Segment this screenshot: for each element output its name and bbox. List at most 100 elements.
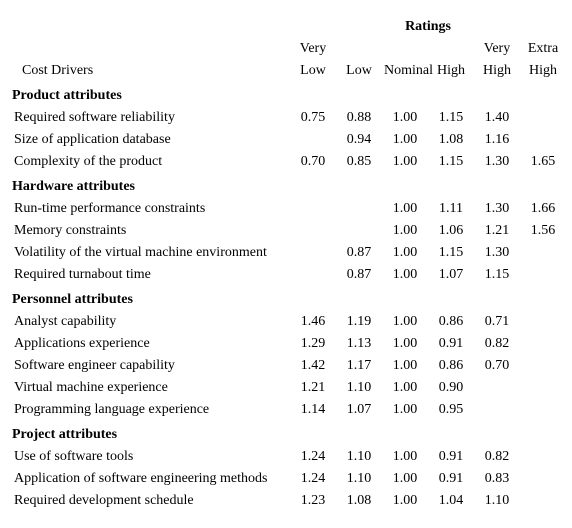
cell-value xyxy=(520,490,566,512)
cell-value: 1.14 xyxy=(290,399,336,421)
table-row: Software engineer capability1.421.171.00… xyxy=(10,355,566,377)
row-label: Application of software engineering meth… xyxy=(10,468,290,490)
cell-value: 1.00 xyxy=(382,377,428,399)
cell-value: 0.91 xyxy=(428,468,474,490)
cell-value: 0.71 xyxy=(474,311,520,333)
cell-value: 1.15 xyxy=(428,151,474,173)
cell-value: 1.15 xyxy=(428,242,474,264)
cell-value: 1.30 xyxy=(474,198,520,220)
cell-value: 0.70 xyxy=(290,151,336,173)
table-row: Analyst capability1.461.191.000.860.71 xyxy=(10,311,566,333)
cell-value: 1.23 xyxy=(290,490,336,512)
cell-value: 1.10 xyxy=(336,377,382,399)
cell-value xyxy=(520,129,566,151)
cell-value: 1.42 xyxy=(290,355,336,377)
table-row: Complexity of the product0.700.851.001.1… xyxy=(10,151,566,173)
cell-value xyxy=(520,468,566,490)
ratings-header: Ratings xyxy=(290,16,566,38)
cell-value: 1.65 xyxy=(520,151,566,173)
col-header-very-low-l1: Very xyxy=(290,38,336,60)
cell-value: 1.08 xyxy=(336,490,382,512)
row-label: Volatility of the virtual machine enviro… xyxy=(10,242,290,264)
cell-value xyxy=(474,399,520,421)
cell-value: 0.82 xyxy=(474,333,520,355)
cell-value xyxy=(290,242,336,264)
cell-value: 0.87 xyxy=(336,242,382,264)
table-row: Run-time performance constraints1.001.11… xyxy=(10,198,566,220)
cell-value: 0.86 xyxy=(428,311,474,333)
row-label: Analyst capability xyxy=(10,311,290,333)
table-row: Volatility of the virtual machine enviro… xyxy=(10,242,566,264)
table-row: Application of software engineering meth… xyxy=(10,468,566,490)
cell-value: 1.00 xyxy=(382,129,428,151)
cell-value: 0.83 xyxy=(474,468,520,490)
cell-value: 1.00 xyxy=(382,399,428,421)
cell-value: 1.30 xyxy=(474,242,520,264)
cell-value: 1.07 xyxy=(336,399,382,421)
row-label: Size of application database xyxy=(10,129,290,151)
col-header-very-high: High xyxy=(474,60,520,82)
cell-value: 1.21 xyxy=(290,377,336,399)
cell-value xyxy=(336,198,382,220)
col-header-very-high-l1: Very xyxy=(474,38,520,60)
col-header-high: High xyxy=(428,60,474,82)
table-row: Size of application database0.941.001.08… xyxy=(10,129,566,151)
cell-value xyxy=(520,264,566,286)
table-row: Required development schedule1.231.081.0… xyxy=(10,490,566,512)
col-header-low-l1 xyxy=(336,38,382,60)
cell-value xyxy=(520,446,566,468)
cell-value: 0.85 xyxy=(336,151,382,173)
row-label: Applications experience xyxy=(10,333,290,355)
section-header: Product attributes xyxy=(10,82,566,107)
cell-value: 1.13 xyxy=(336,333,382,355)
cell-value: 0.91 xyxy=(428,446,474,468)
cell-value xyxy=(290,129,336,151)
cell-value: 1.10 xyxy=(474,490,520,512)
cell-value: 1.00 xyxy=(382,198,428,220)
row-label: Programming language experience xyxy=(10,399,290,421)
cell-value: 0.91 xyxy=(428,333,474,355)
cell-value: 1.00 xyxy=(382,151,428,173)
cell-value: 1.07 xyxy=(428,264,474,286)
cell-value: 1.16 xyxy=(474,129,520,151)
cell-value xyxy=(474,377,520,399)
cell-value: 1.00 xyxy=(382,468,428,490)
cost-driver-table: Ratings Very Very Extra Cost Drivers Low… xyxy=(10,16,566,512)
cell-value: 1.21 xyxy=(474,220,520,242)
row-label: Virtual machine experience xyxy=(10,377,290,399)
cell-value xyxy=(290,198,336,220)
table-row: Required software reliability0.750.881.0… xyxy=(10,107,566,129)
cell-value: 1.10 xyxy=(336,468,382,490)
cell-value: 1.00 xyxy=(382,490,428,512)
cell-value: 1.40 xyxy=(474,107,520,129)
cell-value: 1.24 xyxy=(290,468,336,490)
cell-value: 0.70 xyxy=(474,355,520,377)
cell-value: 1.08 xyxy=(428,129,474,151)
cell-value: 1.29 xyxy=(290,333,336,355)
row-label: Run-time performance constraints xyxy=(10,198,290,220)
row-label: Required development schedule xyxy=(10,490,290,512)
col-header-extra-high-l1: Extra xyxy=(520,38,566,60)
row-label: Required software reliability xyxy=(10,107,290,129)
cell-value: 1.00 xyxy=(382,446,428,468)
col-header-nominal: Nominal xyxy=(382,60,428,82)
table-row: Applications experience1.291.131.000.910… xyxy=(10,333,566,355)
table-row: Use of software tools1.241.101.000.910.8… xyxy=(10,446,566,468)
col-header-nominal-l1 xyxy=(382,38,428,60)
cell-value: 0.88 xyxy=(336,107,382,129)
cell-value: 1.24 xyxy=(290,446,336,468)
cell-value xyxy=(520,377,566,399)
cell-value: 1.66 xyxy=(520,198,566,220)
cell-value: 1.00 xyxy=(382,107,428,129)
cell-value: 1.17 xyxy=(336,355,382,377)
cell-value: 1.10 xyxy=(336,446,382,468)
cell-value: 1.00 xyxy=(382,311,428,333)
cell-value: 1.00 xyxy=(382,220,428,242)
col-header-extra-high: High xyxy=(520,60,566,82)
table-row: Programming language experience1.141.071… xyxy=(10,399,566,421)
cell-value: 1.19 xyxy=(336,311,382,333)
row-label: Use of software tools xyxy=(10,446,290,468)
table-row: Required turnabout time0.871.001.071.15 xyxy=(10,264,566,286)
cell-value: 1.00 xyxy=(382,355,428,377)
cell-value xyxy=(520,311,566,333)
